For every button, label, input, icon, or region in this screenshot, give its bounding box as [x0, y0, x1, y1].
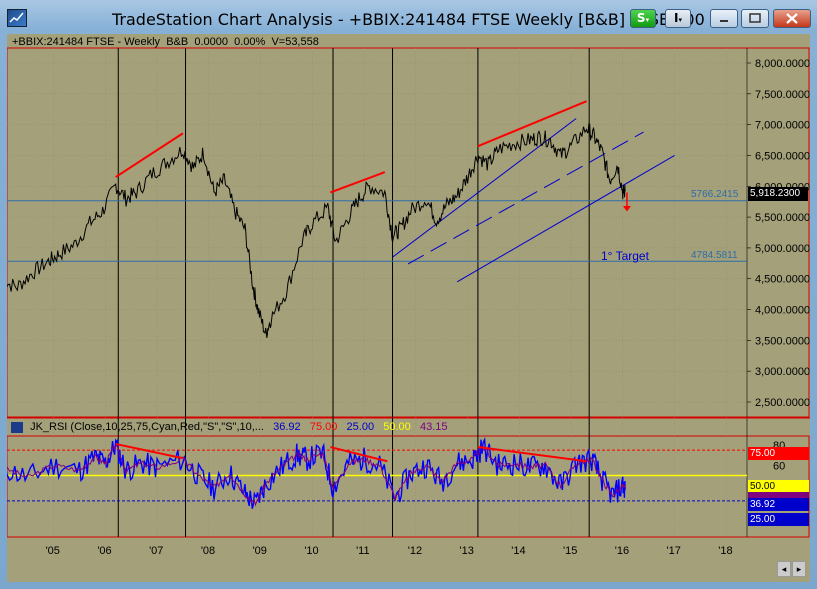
time-tick-label: '10	[304, 545, 318, 557]
minimize-icon	[720, 20, 728, 22]
rsi-value-3: 25.00	[346, 421, 375, 433]
maximize-icon	[749, 13, 761, 23]
price-divergence-line	[115, 132, 184, 178]
rsi-value-2: 75.00	[309, 421, 338, 433]
minimize-button[interactable]	[710, 9, 738, 28]
indicator-icon	[11, 421, 23, 433]
channel-lower	[456, 155, 675, 283]
chevron-right-icon: ▸	[796, 564, 802, 574]
last-price-tag: 5,918.2300	[748, 187, 808, 201]
rsi-value-5: 43.15	[419, 421, 448, 433]
time-tick-label: '06	[97, 545, 111, 557]
rsi-divergence-line	[477, 446, 587, 463]
target-label: 1° Target	[601, 249, 649, 263]
rsi-tag-50: 50.00	[748, 480, 809, 493]
price-tick-label: 5,000.0000	[755, 243, 810, 255]
price-divergence-line	[330, 171, 386, 194]
time-tick-label: '17	[667, 545, 681, 557]
price-tick-label: 4,500.0000	[755, 274, 810, 286]
time-tick-label: '18	[718, 545, 732, 557]
rsi-value-1: 36.92	[273, 421, 301, 433]
time-tick-label: '08	[201, 545, 215, 557]
rsi-divergence-line	[330, 446, 388, 463]
price-tick-label: 8,000.0000	[755, 58, 810, 70]
time-tick-label: '05	[46, 545, 60, 557]
chart-canvas[interactable]: 8,000.0000 7,500.0000 7,000.0000 6,500.0000…	[7, 34, 810, 582]
rsi-tag-25: 25.00	[748, 513, 809, 526]
maximize-button[interactable]	[741, 9, 769, 28]
price-tick-label: 3,500.0000	[755, 335, 810, 347]
time-tick-label: '11	[356, 545, 370, 557]
down-arrow-icon	[622, 205, 631, 212]
time-tick-label: '14	[511, 545, 525, 557]
time-tick-label: '16	[615, 545, 629, 557]
legend-pct: 0.00%	[234, 36, 266, 48]
legend-volume: V=53,558	[271, 36, 319, 48]
time-tick-label: '09	[253, 545, 267, 557]
time-tick-label: '07	[149, 545, 163, 557]
chart-app-icon[interactable]	[7, 9, 27, 27]
legend-symbol: +BBIX:241484 FTSE - Weekly	[12, 36, 161, 48]
price-tick-label: 3,000.0000	[755, 366, 810, 378]
price-tick-label: 7,000.0000	[755, 120, 810, 132]
close-button[interactable]	[773, 9, 811, 28]
channel-upper	[392, 118, 577, 258]
channel-mid	[407, 131, 644, 265]
rsi-tag-43: 43.15	[748, 492, 809, 498]
title-bar[interactable]: TradeStation Chart Analysis - +BBIX:2414…	[0, 0, 817, 34]
i-button-label: I	[674, 11, 679, 25]
rsi-legend: JK_RSI (Close,10,25,75,Cyan,Red,"S","S",…	[7, 420, 747, 436]
s-button[interactable]: S▾	[630, 9, 656, 28]
price-tick-label: 2,500.0000	[755, 397, 810, 409]
rsi-value-4: 50.00	[383, 421, 411, 433]
price-tick-label: 6,500.0000	[755, 150, 810, 162]
rsi-tick-label: 60	[773, 460, 785, 472]
rsi-signal-line	[7, 443, 626, 507]
chevron-left-icon: ◂	[781, 564, 787, 574]
i-button[interactable]: I▾	[665, 9, 691, 28]
time-tick-label: '12	[408, 545, 422, 557]
rsi-tag-75: 75.00	[748, 447, 809, 460]
legend-strategy: B&B	[166, 36, 189, 48]
price-tick-label: 7,500.0000	[755, 89, 810, 101]
close-icon	[786, 13, 798, 24]
rsi-divergence-line	[115, 443, 184, 460]
price-tick-label: 4,000.0000	[755, 305, 810, 317]
price-tick-label: 5,500.0000	[755, 212, 810, 224]
scroll-right-button[interactable]: ▸	[792, 561, 806, 577]
s-button-label: S	[636, 11, 646, 25]
chart-area[interactable]: 8,000.0000 7,500.0000 7,000.0000 6,500.0000…	[7, 34, 810, 582]
rsi-tag-36: 36.92	[748, 498, 809, 511]
scroll-left-button[interactable]: ◂	[777, 561, 791, 577]
rsi-pane-frame	[7, 435, 810, 538]
window-title: TradeStation Chart Analysis - +BBIX:2414…	[112, 10, 738, 29]
lower-level-label: 4784.5811	[691, 250, 738, 261]
rsi-name: JK_RSI (Close,10,25,75,Cyan,Red,"S","S",…	[30, 421, 264, 433]
price-series-line	[7, 122, 626, 338]
price-pane-frame	[7, 47, 810, 418]
symbol-legend: +BBIX:241484 FTSE - Weekly B&B 0.0000 0.…	[12, 36, 319, 48]
time-tick-label: '15	[563, 545, 577, 557]
price-divergence-line	[477, 100, 587, 148]
legend-change: 0.0000	[194, 36, 228, 48]
upper-level-label: 5766.2415	[691, 189, 739, 200]
time-tick-label: '13	[460, 545, 474, 557]
